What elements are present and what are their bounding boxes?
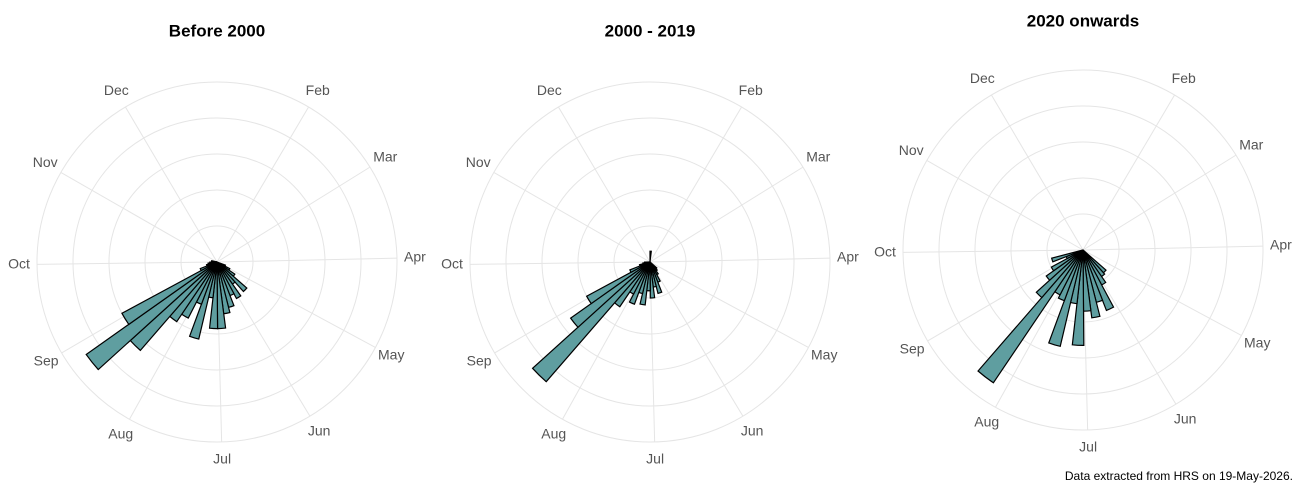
bar <box>1050 249 1084 263</box>
grid-circle <box>577 189 723 335</box>
grid-spoke <box>558 106 651 263</box>
grid-spoke <box>60 172 218 263</box>
x-tick-label: Jun <box>741 422 764 438</box>
grid-circle <box>938 105 1228 395</box>
grid-spoke <box>1082 249 1242 336</box>
x-tick-label: Dec <box>537 82 562 98</box>
x-tick-label: Mar <box>1239 136 1263 152</box>
bar <box>643 261 651 264</box>
grid-circle <box>505 117 795 407</box>
grid-spoke <box>926 160 1084 251</box>
x-tick-label: Feb <box>739 82 763 98</box>
x-tick-label: Dec <box>104 82 129 98</box>
bar <box>216 261 242 300</box>
x-tick-label: Apr <box>404 248 426 264</box>
x-tick-label: May <box>1244 335 1270 351</box>
bar <box>121 261 218 326</box>
bar <box>210 260 218 263</box>
bar <box>85 261 218 371</box>
grid-circle <box>902 69 1264 431</box>
x-tick-label: Jul <box>213 451 231 467</box>
bar <box>977 249 1084 384</box>
grid-spoke <box>470 261 651 265</box>
x-tick-label: May <box>811 347 837 363</box>
grid-spoke <box>649 261 744 417</box>
bar <box>1045 249 1084 282</box>
chart-title: 2000 - 2019 <box>605 21 696 40</box>
grid-spoke <box>216 166 371 263</box>
x-tick-label: Mar <box>373 148 397 164</box>
chart-title: 2020 onwards <box>1027 11 1139 30</box>
x-tick-label: Jul <box>1079 439 1097 455</box>
x-tick-label: Feb <box>1172 70 1196 86</box>
grid-spoke <box>1082 94 1175 251</box>
grid-spoke <box>37 261 218 265</box>
grid-spoke <box>649 261 809 348</box>
x-tick-label: May <box>378 347 404 363</box>
x-tick-label: Oct <box>441 255 463 271</box>
bar <box>216 261 248 293</box>
bar <box>1035 249 1084 299</box>
x-tick-label: Aug <box>974 414 999 430</box>
footnote: Data extracted from HRS on 19-May-2026. <box>1065 469 1293 483</box>
grid-circle <box>36 81 398 443</box>
grid-spoke <box>991 94 1084 251</box>
x-tick-label: Dec <box>970 70 995 86</box>
chart-title: Before 2000 <box>169 21 265 40</box>
grid-spoke <box>216 257 397 263</box>
grid-spoke <box>125 106 218 263</box>
grid-circle <box>108 153 326 371</box>
x-tick-label: Jul <box>646 451 664 467</box>
grid-circle <box>541 153 759 371</box>
grid-spoke <box>649 166 804 263</box>
x-tick-label: Apr <box>837 248 859 264</box>
grid-spoke <box>1082 245 1263 251</box>
x-tick-label: Jun <box>1174 410 1197 426</box>
grid-circle <box>72 117 362 407</box>
bar <box>531 261 651 383</box>
bar <box>569 261 651 329</box>
grid-circle <box>144 189 290 335</box>
bar <box>649 250 652 263</box>
x-tick-label: Sep <box>467 353 492 369</box>
x-tick-label: Nov <box>899 142 924 158</box>
x-tick-label: Nov <box>33 154 58 170</box>
x-tick-label: Jun <box>308 422 331 438</box>
x-tick-label: Mar <box>806 148 830 164</box>
grid-circle <box>974 141 1192 359</box>
bar <box>585 261 651 305</box>
bar <box>649 261 656 299</box>
x-tick-label: Aug <box>541 426 566 442</box>
x-tick-label: Sep <box>34 353 59 369</box>
x-tick-label: Oct <box>8 255 30 271</box>
grid-spoke <box>216 261 376 348</box>
grid-circle <box>469 81 831 443</box>
bar <box>1082 249 1101 319</box>
x-tick-label: Nov <box>466 154 491 170</box>
bar <box>649 261 663 295</box>
grid-spoke <box>903 249 1084 253</box>
grid-spoke <box>216 106 309 263</box>
grid-spoke <box>649 106 742 263</box>
grid-spoke <box>493 172 651 263</box>
x-tick-label: Apr <box>1270 236 1292 252</box>
bar <box>1082 249 1115 312</box>
grid-spoke <box>1082 154 1237 251</box>
x-tick-label: Feb <box>306 82 330 98</box>
x-tick-label: Aug <box>108 426 133 442</box>
x-tick-label: Oct <box>874 243 896 259</box>
x-tick-label: Sep <box>900 341 925 357</box>
grid-spoke <box>649 257 830 263</box>
bar <box>1050 249 1084 272</box>
